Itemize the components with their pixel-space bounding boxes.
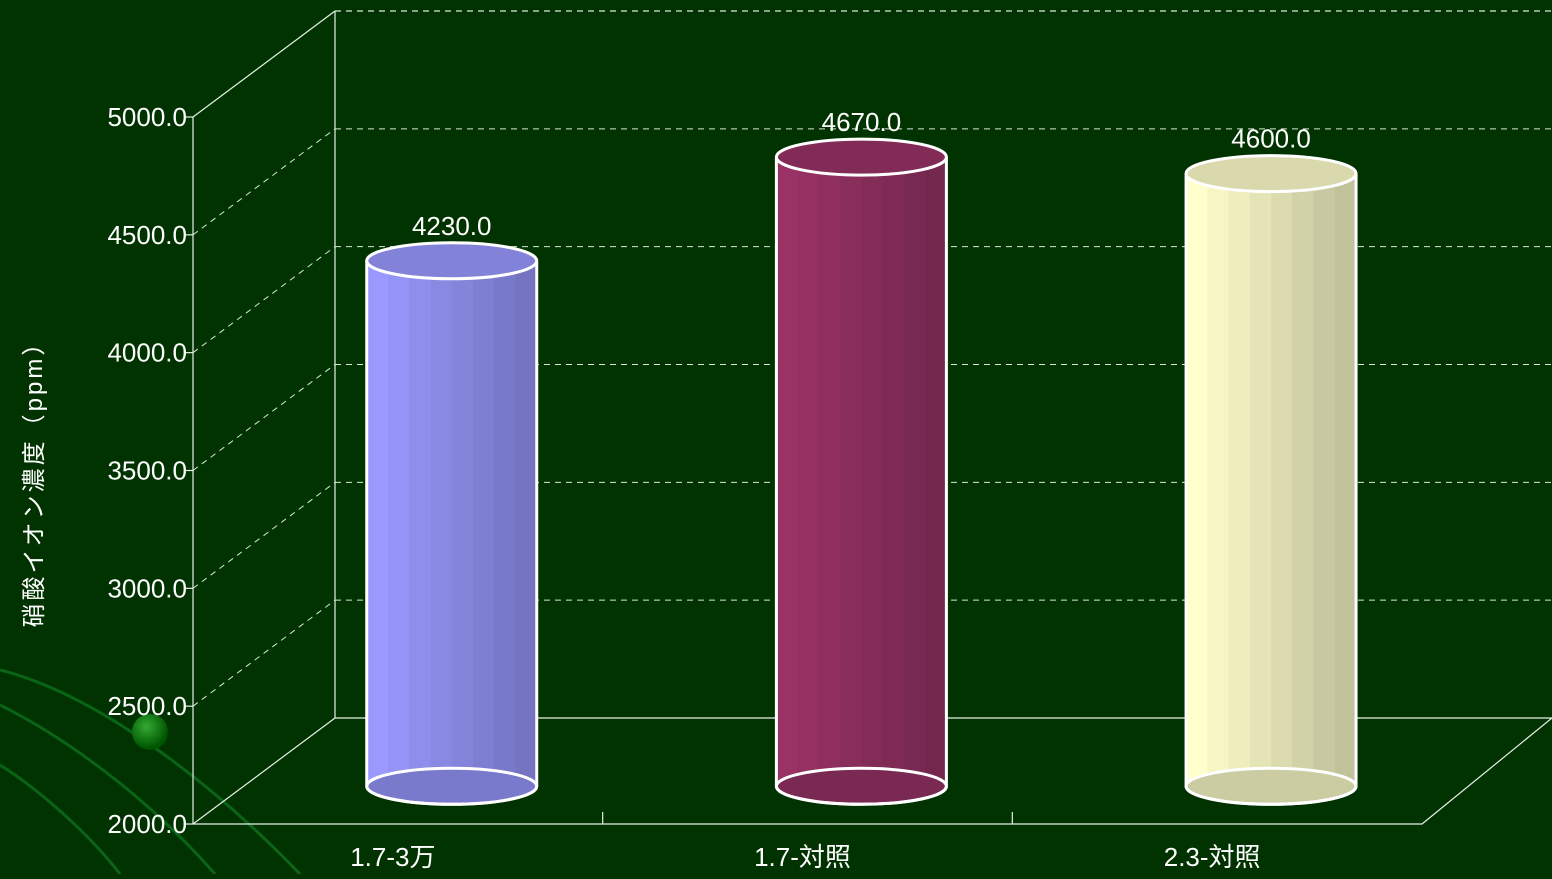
bar-segment [472,260,495,787]
bar-3 [1184,154,1358,806]
decorative-bulb [132,714,168,750]
bar-value-label: 4600.0 [1231,124,1311,154]
x-category-label: 2.3‐対照 [1164,842,1261,872]
grid-line-side [192,481,336,589]
bar-segment [903,157,926,787]
bar-top [774,137,948,177]
bar-base-edge [1184,786,1358,806]
grid-line-side [192,10,336,118]
y-axis-label: 硝酸イオン濃度（ppm） [21,329,48,628]
bar-segment [494,260,517,787]
bars: 4230.0 4670.0 4600.0 [365,107,1358,806]
grid-line-side [192,128,336,236]
grid-line-side [192,599,336,707]
y-tick-label: 2000.0 [107,809,187,839]
bar-segment [776,157,799,787]
bar-segment [840,157,862,787]
bar-base-edge [774,786,948,806]
y-tick-label: 4500.0 [107,220,187,250]
bar-segment [925,157,947,787]
bar-value-label: 4670.0 [822,107,902,137]
x-category-label: 1.7‐3万 [350,842,435,872]
bar-segment [1207,173,1230,787]
bar-segment [861,157,884,787]
bar-segment [882,157,905,787]
y-tick-label: 2500.0 [107,691,187,721]
bar-outline [365,260,539,787]
bar-segment [451,260,474,787]
bar-segment [797,157,820,787]
bar-segment [515,260,538,787]
bar-segment [1249,173,1272,787]
bar-segment [1186,173,1208,787]
bar-2 [774,137,948,806]
bar-1 [365,241,539,806]
bar-segment [1334,173,1357,787]
bar-top [1184,154,1358,194]
bar-base-edge [365,786,539,806]
x-axis-categories: 1.7‐3万 1.7‐対照 2.3‐対照 [350,842,1260,872]
bar-segment [1313,173,1336,787]
bar-segment [387,260,410,787]
y-axis-ticks: 2000.0 2500.0 3000.0 3500.0 4000.0 4500.0 5000… [107,102,193,839]
bar-segment [1271,173,1293,787]
grid-line-side [192,246,336,354]
bar-segment [409,260,432,787]
bar-value-label: 4230.0 [412,211,492,241]
y-tick-label: 3000.0 [107,573,187,603]
bar-segment [1292,173,1315,787]
bar-segment [818,157,841,787]
bar-top [365,241,539,281]
y-tick-label: 5000.0 [107,102,187,132]
floor-left-edge [192,717,336,825]
bar-segment [430,260,453,787]
y-tick-label: 4000.0 [107,338,187,368]
y-tick-label: 3500.0 [107,456,187,486]
bar-outline [774,157,948,787]
bar-segment [1228,173,1251,787]
bar-segment [366,260,389,787]
bar-outline [1184,173,1358,787]
x-category-label: 1.7‐対照 [754,842,851,872]
grid-line-side [192,364,336,471]
